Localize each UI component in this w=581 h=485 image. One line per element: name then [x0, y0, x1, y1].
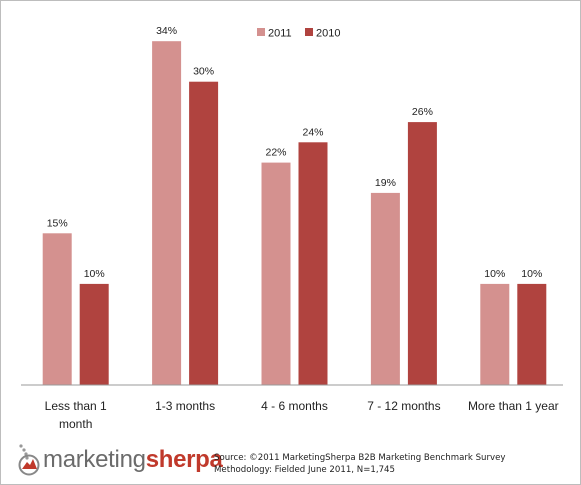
- data-labels: 15% 10% 34% 30% 22% 24% 19% 26% 10% 10%: [47, 25, 543, 280]
- logo-text-marketing: marketing: [43, 446, 146, 473]
- data-label-2011-1: 34%: [156, 25, 177, 37]
- data-label-2010-2: 24%: [302, 126, 323, 138]
- data-label-2010-0: 10%: [84, 268, 105, 280]
- bar-2011-1: [152, 41, 182, 385]
- logo-text-sherpa: sherpa: [145, 446, 223, 473]
- x-tick-label-0: Less than 1 month: [45, 399, 107, 431]
- bars: [42, 41, 547, 385]
- bar-2011-4: [480, 283, 510, 385]
- bar-2011-2: [261, 162, 291, 385]
- bar-2011-0: [42, 233, 72, 385]
- bar-chart: 2011 2010 15%10%34%30%22%24%19%26%10% 10% …: [21, 25, 563, 431]
- data-label-2010-4: 10%: [521, 268, 542, 280]
- data-label-2011-3: 19%: [375, 177, 396, 189]
- logo-mark-icon: [18, 444, 40, 476]
- legend-label-2010: 2010: [316, 28, 340, 40]
- legend-swatch-2011: [257, 28, 265, 36]
- logo-wordmark: marketingsherpa: [43, 448, 223, 472]
- data-label-2011-2: 22%: [265, 147, 286, 159]
- data-label-2011-0: 15%: [47, 217, 68, 229]
- bar-2010-1: [189, 81, 219, 385]
- methodology-line: Methodology: Fielded June 2011, N=1,745: [214, 465, 395, 475]
- x-tick-label-1: 1-3 months: [155, 399, 215, 413]
- legend-swatch-2010: [305, 28, 313, 36]
- data-label-2011-4: 10%: [484, 268, 505, 280]
- footer: marketingsherpa Source: ©2011 MarketingS…: [15, 438, 575, 482]
- x-tick-label-2: 4 - 6 months: [261, 399, 328, 413]
- source-note: Source: ©2011 MarketingSherpa B2B Market…: [214, 452, 505, 476]
- bar-2010-3: [407, 122, 437, 385]
- bar-2010-0: [79, 283, 109, 385]
- bar-2010-4: [517, 283, 547, 385]
- legend-label-2011: 2011: [268, 28, 292, 40]
- legend: 2011 2010: [257, 28, 340, 40]
- source-line: Source: ©2011 MarketingSherpa B2B Market…: [214, 453, 506, 463]
- x-tick-label-3: 7 - 12 months: [367, 399, 440, 413]
- data-label-2010-3: 26%: [412, 106, 433, 118]
- data-label-2010-1: 30%: [193, 66, 214, 78]
- marketingsherpa-logo: marketingsherpa: [15, 442, 223, 478]
- bar-2010-2: [298, 142, 328, 385]
- x-tick-label-4: More than 1 year: [468, 399, 559, 413]
- x-tick-labels: Less than 1 month 1-3 months 4 - 6 months 7 …: [45, 399, 559, 431]
- bar-2011-3: [370, 192, 400, 385]
